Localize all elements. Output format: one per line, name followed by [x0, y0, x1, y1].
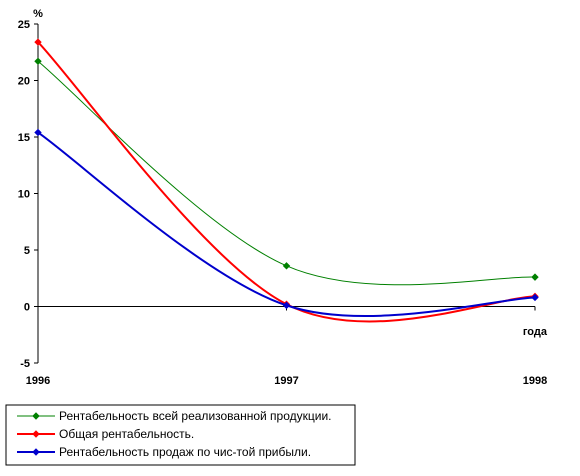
data-point-2: [34, 38, 42, 46]
legend-swatch-marker: [32, 448, 40, 456]
y-tick-label: 0: [24, 302, 30, 314]
y-tick-label: 5: [24, 245, 30, 257]
data-point-3: [34, 128, 42, 137]
x-tick-label: 1998: [523, 375, 547, 387]
data-point-3: [282, 301, 291, 310]
y-tick-label: 15: [18, 132, 30, 144]
legend-swatch-marker: [32, 430, 40, 438]
y-tick-label: 20: [18, 76, 30, 88]
legend-label: Рентабельность продаж по чис-той прибыли…: [59, 445, 311, 459]
legend: Рентабельность всей реализованной продук…: [5, 404, 356, 466]
series-line-2: [37, 41, 536, 323]
x-tick-label: 1997: [274, 375, 298, 387]
data-point-1: [282, 262, 291, 270]
y-tick-label: 25: [18, 19, 30, 31]
data-point-3: [531, 293, 539, 302]
legend-label: Рентабельность всей реализованной продук…: [59, 409, 332, 423]
y-axis-title: %: [33, 8, 43, 20]
legend-label: Общая рентабельность.: [59, 427, 194, 441]
series-layer: [34, 38, 539, 323]
axes: -5 0 5 10 15 20 25 1996 1997 1998% года: [18, 8, 548, 387]
x-axis-title: года: [523, 326, 548, 338]
legend-swatch-marker: [32, 412, 40, 420]
y-tick-label: -5: [20, 358, 30, 370]
data-point-1: [34, 57, 42, 65]
data-point-1: [531, 273, 539, 281]
legend-box: [5, 404, 356, 466]
series-line-1: [37, 60, 536, 286]
y-tick-label: 10: [18, 189, 30, 201]
x-tick-label: 1996: [26, 375, 50, 387]
series-line-3: [37, 131, 536, 318]
